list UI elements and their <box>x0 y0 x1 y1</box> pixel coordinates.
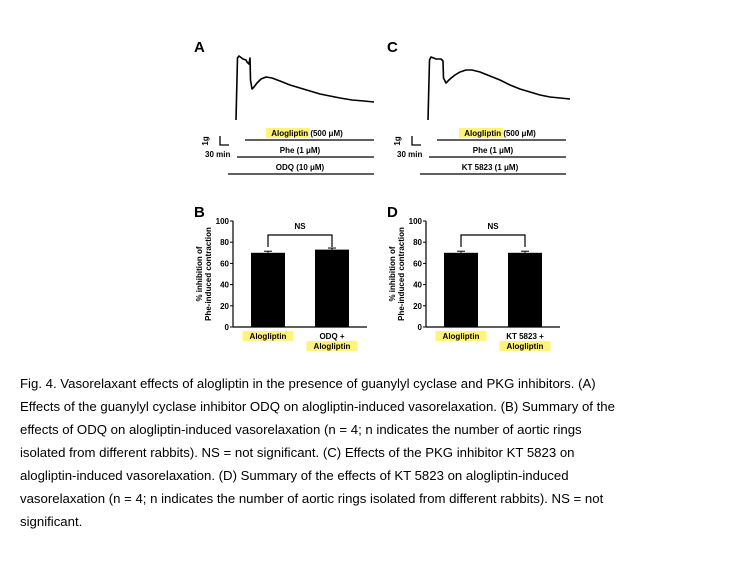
panel-a-scale-y: 1g <box>201 136 210 145</box>
significance-label: NS <box>487 222 499 231</box>
y-axis-label: Phe-induced contraction <box>397 227 406 321</box>
caption-line: vasorelaxation (n = 4; n indicates the n… <box>20 491 604 506</box>
category-label: Alogliptin <box>314 342 351 351</box>
category-label: Alogliptin <box>443 332 480 341</box>
y-tick-label: 100 <box>409 217 423 226</box>
significance-bracket <box>460 234 526 247</box>
bar <box>315 249 349 327</box>
panel-c-bar-2-label: Phe (1 μM) <box>473 146 514 155</box>
y-tick-label: 20 <box>220 302 229 311</box>
panel-d-letter: D <box>387 204 398 221</box>
y-tick-label: 0 <box>225 323 230 332</box>
panel-a-bar-2-label: Phe (1 μM) <box>280 146 321 155</box>
category-label-highlight <box>435 331 487 341</box>
category-label-highlight <box>499 341 551 351</box>
y-tick-label: 80 <box>413 238 422 247</box>
category-label-highlight <box>306 341 358 351</box>
panel-c-scale-bar <box>411 136 421 146</box>
y-tick-label: 100 <box>216 217 230 226</box>
bar <box>508 252 542 327</box>
significance-label: NS <box>294 222 306 231</box>
panel-b-letter: B <box>194 204 205 221</box>
caption-line: Effects of the guanylyl cyclase inhibito… <box>20 399 615 414</box>
y-tick-label: 0 <box>418 323 423 332</box>
panel-a-letter: A <box>194 39 205 56</box>
y-tick-label: 60 <box>220 259 229 268</box>
y-tick-label: 20 <box>413 302 422 311</box>
panel-a: A 1g 30 min Alogliptin (500 μM) Phe (1 μ… <box>194 39 375 175</box>
figure-caption: Fig. 4. Vasorelaxant effects of aloglipt… <box>20 372 745 533</box>
y-tick-label: 60 <box>413 259 422 268</box>
caption-line: alogliptin-induced vasorelaxation. (D) S… <box>20 468 569 483</box>
panel-c-tension-trace <box>427 56 571 121</box>
panel-c-bar-1-label: Alogliptin (500 μM) <box>464 129 536 138</box>
panel-a-scale-x: 30 min <box>205 150 230 159</box>
bar <box>251 252 285 327</box>
y-axis-label: Phe-induced contraction <box>204 227 213 321</box>
panel-c-bar-3-label: KT 5823 (1 μM) <box>462 163 519 172</box>
panel-c-letter: C <box>387 39 398 56</box>
panel-c: C 1g 30 min Alogliptin (500 μM) Phe (1 μ… <box>387 39 571 175</box>
panel-d-chart: 0 20 40 60 80 100 % inhibition of Phe-induced c… <box>388 217 560 351</box>
panel-a-alogliptin-highlight <box>266 128 310 138</box>
panel-a-bar-1-label: Alogliptin (500 μM) <box>271 129 343 138</box>
panel-a-scale-bar <box>219 136 229 146</box>
significance-bracket <box>267 234 333 247</box>
category-label: KT 5823 + <box>506 332 544 341</box>
caption-line: Fig. 4. Vasorelaxant effects of aloglipt… <box>20 376 596 391</box>
category-label: Alogliptin <box>507 342 544 351</box>
category-label: Alogliptin <box>250 332 287 341</box>
panel-c-scale-x: 30 min <box>397 150 422 159</box>
category-label-highlight <box>242 331 294 341</box>
caption-line: effects of ODQ on alogliptin-induced vas… <box>20 422 582 437</box>
caption-line: significant. <box>20 514 83 529</box>
panel-a-tension-trace <box>235 55 375 121</box>
y-axis-label: % inhibition of <box>195 246 204 301</box>
panel-c-alogliptin-highlight <box>459 128 503 138</box>
caption-line: isolated from different rabbits). NS = n… <box>20 445 575 460</box>
panel-c-scale-y: 1g <box>393 136 402 145</box>
y-tick-label: 80 <box>220 238 229 247</box>
y-tick-label: 40 <box>413 281 422 290</box>
category-label: ODQ + <box>319 332 344 341</box>
panel-a-bar-3-label: ODQ (10 μM) <box>276 163 325 172</box>
y-tick-label: 40 <box>220 281 229 290</box>
bar <box>444 252 478 327</box>
y-axis-label: % inhibition of <box>388 246 397 301</box>
panel-b-chart: 0 20 40 60 80 100 % inhibition of Phe-induced c… <box>195 217 367 351</box>
